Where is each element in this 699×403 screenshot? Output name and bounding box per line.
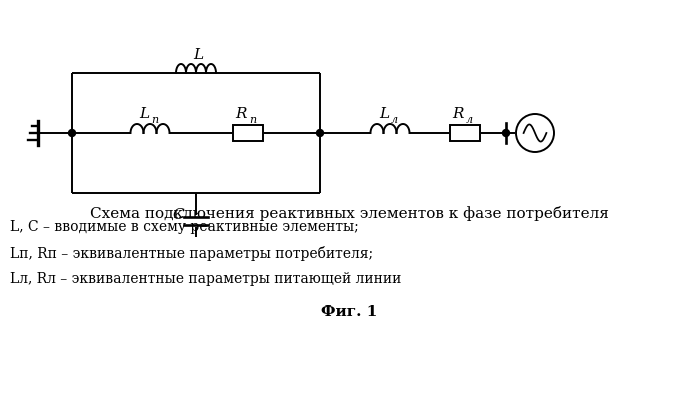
Circle shape	[503, 129, 510, 137]
Text: L: L	[193, 48, 203, 62]
Text: Схема подключения реактивных элементов к фазе потребителя: Схема подключения реактивных элементов к…	[89, 206, 608, 221]
Text: л: л	[391, 115, 398, 125]
Text: л: л	[466, 115, 473, 125]
Text: L, C – вводимые в схему реактивные элементы;: L, C – вводимые в схему реактивные элеме…	[10, 220, 359, 234]
Text: L: L	[139, 107, 149, 121]
Text: R: R	[236, 107, 247, 121]
Circle shape	[317, 129, 324, 137]
Text: п: п	[249, 115, 256, 125]
Text: Lп, Rп – эквивалентные параметры потребителя;: Lп, Rп – эквивалентные параметры потреби…	[10, 246, 373, 261]
Bar	[450, 125, 480, 141]
Text: п: п	[151, 115, 158, 125]
Text: C: C	[172, 208, 184, 222]
Bar	[233, 125, 263, 141]
Text: L: L	[379, 107, 389, 121]
Text: Lл, Rл – эквивалентные параметры питающей линии: Lл, Rл – эквивалентные параметры питающе…	[10, 272, 401, 286]
Circle shape	[69, 129, 75, 137]
Text: Фиг. 1: Фиг. 1	[321, 305, 377, 319]
Text: R: R	[452, 107, 464, 121]
